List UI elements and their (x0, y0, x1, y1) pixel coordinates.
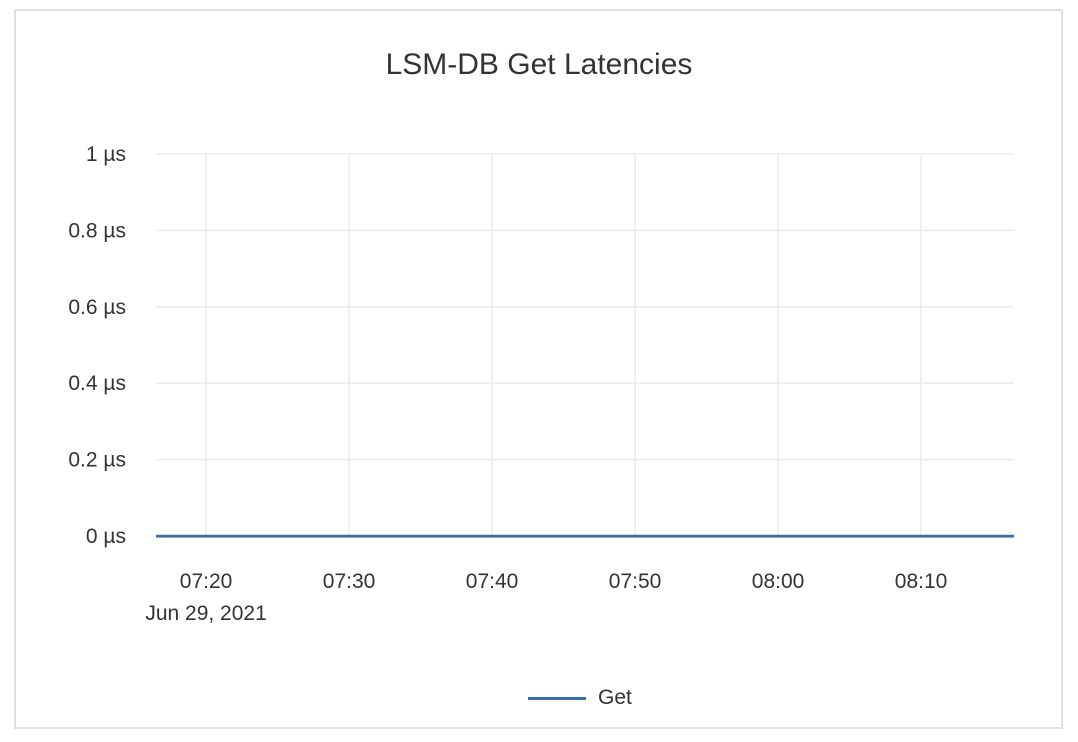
x-tick-label: 07:20 (180, 570, 233, 593)
x-tick-label: 08:00 (752, 570, 805, 593)
legend[interactable]: Get (528, 686, 632, 710)
chart-title: LSM-DB Get Latencies (385, 48, 693, 81)
y-tick-label: 1 µs (86, 143, 126, 166)
y-tick-label: 0.6 µs (68, 296, 126, 319)
x-date-label: Jun 29, 2021 (145, 602, 266, 625)
x-tick-label: 07:40 (466, 570, 519, 593)
y-tick-label: 0.8 µs (68, 219, 126, 242)
x-tick-label: 08:10 (895, 570, 948, 593)
y-tick-label: 0 µs (86, 525, 126, 548)
legend-label-get: Get (598, 686, 632, 709)
y-tick-label: 0.4 µs (68, 372, 126, 395)
x-tick-label: 07:50 (609, 570, 662, 593)
legend-swatch-get (528, 696, 586, 700)
y-tick-label: 0.2 µs (68, 449, 126, 472)
chart-frame (14, 9, 1063, 729)
x-tick-label: 07:30 (323, 570, 376, 593)
